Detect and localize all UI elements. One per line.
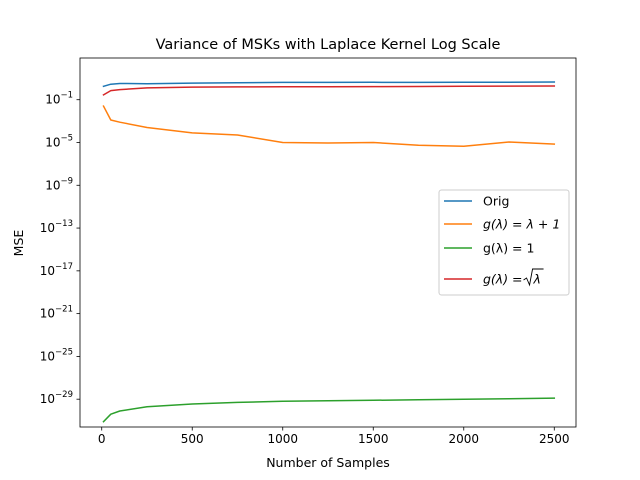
x-tick-label: 1500 (358, 432, 389, 446)
series-line-3 (102, 85, 556, 96)
x-tick-label: 1000 (267, 432, 298, 446)
plot-frame (79, 57, 577, 428)
x-tick-label: 2500 (539, 432, 570, 446)
y-tick-label: 10−29 (40, 390, 73, 406)
legend-label-3: g(λ) = (483, 272, 523, 287)
x-tick-label: 0 (98, 432, 106, 446)
legend-label-0: Orig (483, 194, 509, 209)
y-tick-label: 10−13 (40, 219, 73, 235)
series-line-1 (102, 105, 556, 147)
y-tick-label: 10−9 (45, 176, 73, 192)
x-tick-label: 500 (181, 432, 204, 446)
legend-label-root: λ (533, 272, 541, 287)
sqrt-sign-icon (523, 268, 544, 287)
x-axis-label: Number of Samples (266, 455, 390, 470)
series-line-2 (102, 397, 556, 423)
y-tick-label: 10−1 (45, 91, 73, 107)
y-axis-label: MSE (11, 230, 26, 257)
plot-area: 0 500 1000 1500 2000 2500 10−1 10−5 10−9 10−13 10−… (40, 57, 577, 446)
y-tick-label: 10−5 (45, 133, 73, 149)
legend: Orig g(λ) = λ + 1 g(λ) = 1 g(λ) = λ (438, 189, 570, 296)
y-tick-label: 10−25 (40, 347, 73, 363)
series-line-0 (102, 81, 556, 88)
legend-label-2: g(λ) = 1 (483, 241, 534, 256)
chart-title: Variance of MSKs with Laplace Kernel Log… (156, 37, 501, 53)
y-tick-label: 10−21 (40, 305, 73, 321)
x-tick-label: 2000 (448, 432, 479, 446)
legend-label-1: g(λ) = λ + 1 (483, 217, 560, 232)
y-tick-label: 10−17 (40, 262, 73, 278)
